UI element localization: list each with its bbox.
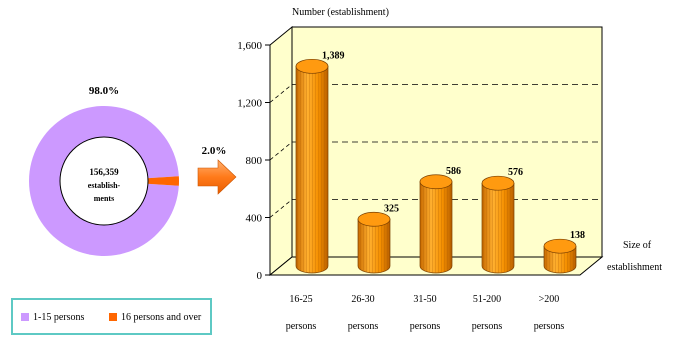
y-tick-label: 1,600 xyxy=(237,40,262,52)
bar-value-label: 1,389 xyxy=(322,50,345,61)
y-tick-label: 400 xyxy=(246,213,263,225)
bar-top xyxy=(419,174,453,190)
bar-top xyxy=(357,211,391,227)
legend-label: 1-15 persons xyxy=(33,312,85,323)
slice-label-1-15-persons: 98.0% xyxy=(89,85,119,97)
x-axis-title-line-1: Size of xyxy=(623,240,652,251)
bar-texture xyxy=(420,181,452,273)
bar-value-label: 138 xyxy=(570,230,585,241)
gridline-side xyxy=(269,141,293,161)
x-tick-label-unit: persons xyxy=(286,321,317,332)
legend-item-16-and-over: 16 persons and over xyxy=(109,312,201,323)
bar-1: 1,389 xyxy=(295,50,345,274)
bar-4: 576 xyxy=(481,167,523,274)
bar-3: 586 xyxy=(419,166,461,274)
bar-value-label: 576 xyxy=(508,167,523,178)
legend-swatch-icon xyxy=(109,313,117,321)
donut-hole xyxy=(59,136,149,226)
bar-top xyxy=(543,238,577,254)
x-tick-label: 31-50 xyxy=(413,294,436,305)
bar-top xyxy=(295,58,329,74)
donut-center-line-1: 156,359 xyxy=(89,167,119,177)
legend-swatch-icon xyxy=(21,313,29,321)
gridline-side xyxy=(269,199,293,218)
x-tick-label: 26-30 xyxy=(351,294,374,305)
x-tick-label-unit: persons xyxy=(410,321,441,332)
bar-texture xyxy=(482,183,514,273)
donut-center-line-3: ments xyxy=(94,194,114,203)
x-axis-title-line-2: establishment xyxy=(607,262,662,273)
slice-label-16-and-over: 2.0% xyxy=(202,145,227,157)
bar-value-label: 586 xyxy=(446,166,461,177)
y-tick-label: 0 xyxy=(257,270,263,282)
connector-arrow-icon xyxy=(197,159,237,195)
bar-texture xyxy=(544,246,576,273)
legend: 1-15 persons 16 persons and over xyxy=(11,298,212,335)
y-tick-label: 1,200 xyxy=(237,98,262,110)
x-tick-label-unit: persons xyxy=(472,321,503,332)
bar-value-label: 325 xyxy=(384,203,399,214)
y-axis-title: Number (establishment) xyxy=(292,7,389,18)
x-tick-label-unit: persons xyxy=(348,321,379,332)
x-tick-label: >200 xyxy=(539,294,560,305)
bar-chart: Number (establishment) 0 400 800 1,200 1,600… xyxy=(237,7,662,332)
bar-texture xyxy=(296,66,328,273)
bar-texture xyxy=(358,219,390,273)
legend-item-1-15-persons: 1-15 persons xyxy=(21,312,84,323)
x-tick-label: 16-25 xyxy=(289,294,312,305)
y-tick-label: 800 xyxy=(246,155,263,167)
bar-2: 325 xyxy=(357,203,399,274)
bar-5: 138 xyxy=(543,230,585,274)
donut-chart: 98.0% 2.0% 156,359 establish- ments xyxy=(28,85,227,256)
bar-top xyxy=(481,175,515,191)
gridline-side xyxy=(269,84,293,103)
donut-center-line-2: establish- xyxy=(88,181,121,190)
x-tick-label: 51-200 xyxy=(473,294,501,305)
legend-label: 16 persons and over xyxy=(121,312,202,323)
x-tick-label-unit: persons xyxy=(534,321,565,332)
